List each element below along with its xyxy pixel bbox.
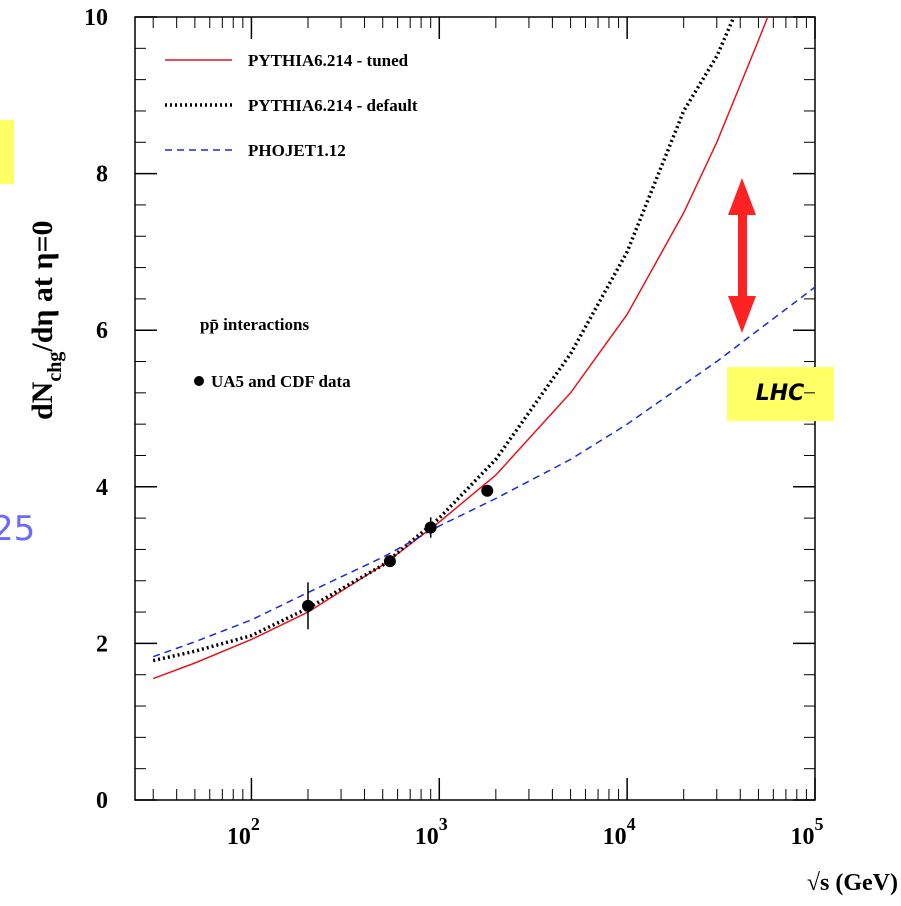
x-tick-exponent: 4 bbox=[627, 814, 636, 834]
x-tick-label: 103 bbox=[415, 814, 448, 850]
x-tick-exponent: 2 bbox=[251, 814, 260, 834]
series-line bbox=[152, 17, 769, 680]
series-line bbox=[152, 286, 815, 658]
y-tick-label: 10 bbox=[84, 5, 108, 31]
x-tick-exponent: 5 bbox=[815, 814, 824, 834]
y-tick-label: 4 bbox=[96, 475, 108, 501]
x-tick-label: 105 bbox=[791, 814, 824, 850]
data-point bbox=[424, 521, 437, 534]
y-tick-label: 6 bbox=[96, 318, 108, 344]
lhc-arrow bbox=[728, 178, 756, 333]
cropped-box bbox=[0, 120, 14, 184]
y-label-main: dN bbox=[26, 381, 59, 420]
y-label-rest: /dη at η=0 bbox=[26, 220, 59, 352]
x-tick-base: 10 bbox=[227, 824, 251, 850]
legend-label: PYTHIA6.214 - tuned bbox=[248, 51, 409, 70]
x-axis-label: √s (GeV) bbox=[807, 870, 898, 896]
series-line bbox=[152, 17, 736, 663]
x-tick-label: 104 bbox=[603, 814, 636, 850]
y-tick-label: 2 bbox=[96, 631, 108, 657]
x-tick-base: 10 bbox=[791, 824, 815, 850]
x-tick-base: 10 bbox=[415, 824, 439, 850]
plot-frame bbox=[134, 16, 816, 801]
legend-label: PYTHIA6.214 - default bbox=[248, 96, 418, 115]
process-label: pp̄ interactions bbox=[200, 315, 309, 334]
cropped-text: 25 bbox=[0, 509, 35, 549]
legend-marker bbox=[194, 376, 204, 386]
data-point bbox=[383, 555, 396, 568]
y-tick-label: 0 bbox=[96, 788, 108, 814]
x-tick-label: 102 bbox=[227, 814, 260, 850]
legend-label: PHOJET1.12 bbox=[248, 141, 346, 160]
legend-label: UA5 and CDF data bbox=[211, 372, 351, 391]
data-point bbox=[301, 599, 314, 612]
y-axis-label: dNchg/dη at η=0 bbox=[26, 220, 66, 420]
lhc-box bbox=[727, 367, 834, 421]
y-label-sub: chg bbox=[44, 352, 66, 382]
data-point bbox=[481, 484, 494, 497]
x-tick-exponent: 3 bbox=[439, 814, 448, 834]
y-tick-label: 8 bbox=[96, 162, 108, 188]
lhc-label: LHC bbox=[756, 381, 805, 406]
x-tick-base: 10 bbox=[603, 824, 627, 850]
